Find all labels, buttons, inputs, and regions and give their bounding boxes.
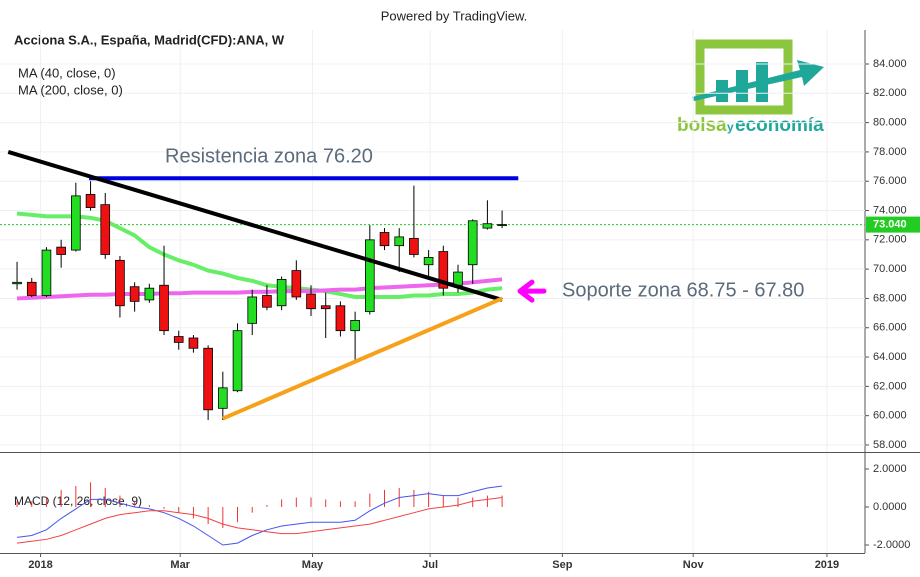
symbol-title: Acciona S.A., España, Madrid(CFD):ANA, W (14, 32, 285, 47)
y-tick-label: 58.000 (873, 439, 907, 451)
candle-body (41, 249, 52, 296)
x-tick-label: Mar (170, 559, 190, 571)
macd-line (16, 485, 503, 546)
x-tick-label: 2019 (815, 559, 839, 571)
candle-body (320, 305, 331, 310)
last-price-label: 73.040 (873, 218, 907, 230)
candle-body (262, 295, 272, 308)
y-tick-label: 70.000 (873, 263, 907, 275)
legend-entry: MA (40, close, 0) (18, 65, 116, 80)
y-tick-label: 64.000 (873, 351, 907, 363)
y-tick-label: 0.0000 (873, 501, 907, 513)
y-tick-label: 72.000 (873, 234, 907, 246)
candle-body (173, 336, 184, 343)
candle-body (26, 281, 37, 296)
macd-title: MACD (12, 26, close, 9) (14, 494, 142, 508)
x-tick-label: Jul (422, 559, 438, 571)
candle-body (12, 281, 22, 285)
candle-body (335, 305, 346, 332)
candle-body (129, 286, 140, 302)
candle-body (394, 236, 405, 247)
logo-text: economía (735, 115, 824, 136)
legend-entry: MA (200, close, 0) (18, 82, 123, 97)
candle-body (203, 347, 213, 411)
x-tick-label: 2018 (28, 559, 52, 571)
candle-body (276, 278, 287, 307)
candle-body (232, 330, 243, 392)
logo-text: bolsa (677, 115, 727, 136)
y-tick-label: 84.000 (873, 58, 907, 70)
candle-body (218, 387, 228, 409)
trend-line (222, 296, 503, 421)
annotation: Soporte zona 68.75 - 67.80 (562, 279, 804, 301)
macd-line (16, 496, 503, 544)
candle-body (423, 257, 434, 266)
y-tick-label: -2.0000 (873, 539, 910, 551)
logo-text: y (727, 120, 734, 134)
candle-body (100, 204, 111, 255)
x-tick-label: May (302, 559, 324, 571)
last-price-box (866, 216, 920, 233)
x-tick-label: Sep (552, 559, 572, 571)
x-tick-label: Nov (683, 559, 705, 571)
y-tick-label: 80.000 (873, 117, 907, 129)
candle-body (365, 239, 375, 313)
candle-body (453, 271, 463, 286)
candle-body (379, 232, 390, 247)
y-tick-label: 66.000 (873, 322, 907, 334)
y-tick-label: 2.0000 (873, 463, 907, 475)
moving-average (16, 277, 503, 301)
candle-body (144, 287, 155, 301)
y-tick-label: 76.000 (873, 175, 907, 187)
candle-body (71, 195, 81, 251)
candle-body (85, 194, 96, 208)
y-tick-label: 68.000 (873, 292, 907, 304)
y-tick-label: 74.000 (873, 204, 907, 216)
trend-line (7, 149, 503, 302)
candle-body (409, 237, 419, 255)
candle-body (306, 293, 316, 310)
candle-body (188, 337, 199, 349)
candle-body (350, 320, 360, 332)
candle-body (482, 223, 493, 229)
candle-body (159, 284, 169, 332)
candle-body (438, 251, 449, 289)
logo-arrow (692, 60, 824, 101)
y-tick-label: 62.000 (873, 380, 907, 392)
annotation: Resistencia zona 76.20 (165, 146, 373, 168)
candle-body (467, 220, 478, 266)
candle-body (291, 270, 302, 298)
y-tick-label: 78.000 (873, 146, 907, 158)
y-tick-label: 60.000 (873, 410, 907, 422)
y-tick-label: 82.000 (873, 87, 907, 99)
logo: bolsa y economía (677, 39, 824, 136)
candle-body (115, 259, 125, 307)
candle-body (247, 296, 258, 324)
support-arrow (517, 279, 547, 303)
moving-average (16, 211, 503, 299)
powered-by: Powered by TradingView. (381, 8, 527, 23)
candle-body (497, 224, 507, 226)
candle-body (56, 246, 66, 255)
